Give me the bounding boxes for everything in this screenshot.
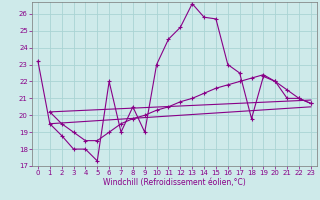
X-axis label: Windchill (Refroidissement éolien,°C): Windchill (Refroidissement éolien,°C) [103,178,246,187]
